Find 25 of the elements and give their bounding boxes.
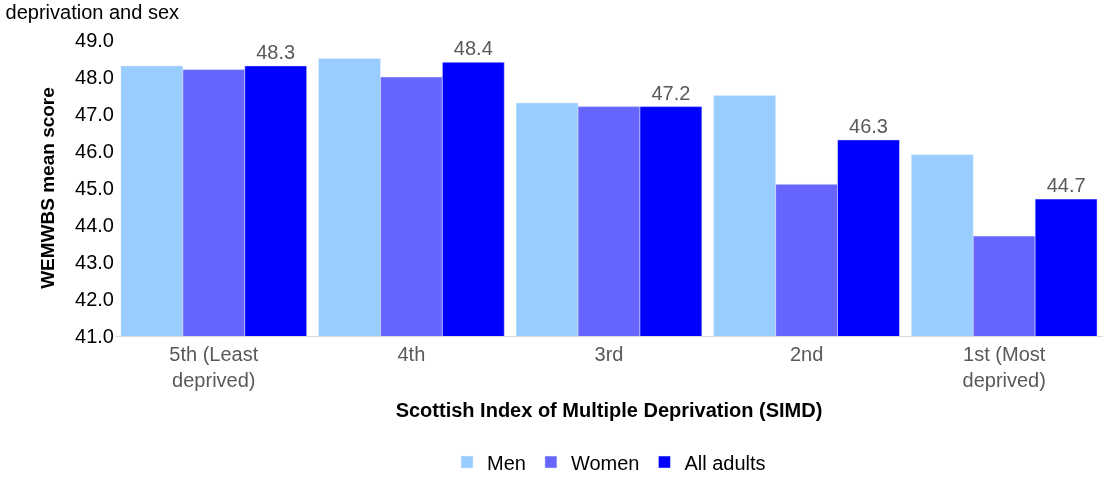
y-tick-label: 41.0 [75,325,114,347]
chart-title: deprivation and sex [5,0,180,23]
y-tick-label: 48.0 [75,66,114,88]
y-tick-label: 46.0 [75,140,114,162]
x-tick-label: 4th [397,343,426,365]
x-tick-label: 5th (Least deprived) [169,343,259,391]
x-tick-label: 1st (Most deprived) [962,343,1046,391]
x-axis-title: Scottish Index of Multiple Deprivation (SIMD) [395,398,823,421]
y-tick-label: 44.0 [75,214,114,236]
data-label: 47.2 [651,81,691,104]
y-tick-label: 45.0 [75,177,114,199]
y-tick-label: 47.0 [75,103,114,125]
data-label: 48.3 [256,40,296,63]
x-tick-label: 2nd [789,343,824,365]
y-tick-label: 49.0 [75,29,114,51]
legend-label: All adults [684,451,766,474]
legend-label: Women [570,451,640,474]
x-tick-label: 3rd [594,343,624,365]
data-label: 44.7 [1046,174,1086,197]
y-axis-title: WEMWBS mean score [36,87,58,289]
legend-label: Men [487,451,526,474]
y-tick-label: 43.0 [75,251,114,273]
data-label: 46.3 [849,114,888,137]
data-label: 48.4 [453,37,493,60]
y-tick-label: 42.0 [75,288,114,310]
